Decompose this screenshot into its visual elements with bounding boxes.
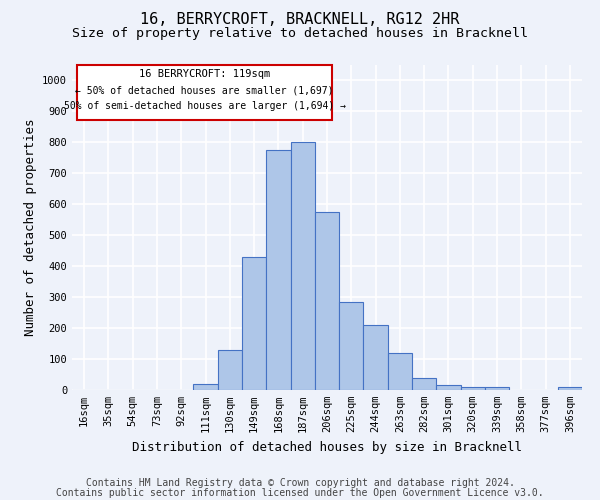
Text: 16 BERRYCROFT: 119sqm: 16 BERRYCROFT: 119sqm [139,69,270,79]
Bar [242,257,266,390]
FancyBboxPatch shape [77,65,332,120]
Bar [193,384,218,390]
Y-axis label: Number of detached properties: Number of detached properties [23,118,37,336]
Bar [436,386,461,390]
Text: Contains public sector information licensed under the Open Government Licence v3: Contains public sector information licen… [56,488,544,498]
Bar [412,378,436,390]
Bar [266,150,290,390]
Text: 16, BERRYCROFT, BRACKNELL, RG12 2HR: 16, BERRYCROFT, BRACKNELL, RG12 2HR [140,12,460,28]
Text: Size of property relative to detached houses in Bracknell: Size of property relative to detached ho… [72,28,528,40]
Bar [218,350,242,390]
Bar [388,353,412,390]
X-axis label: Distribution of detached houses by size in Bracknell: Distribution of detached houses by size … [132,440,522,454]
Bar [315,212,339,390]
Bar [558,387,582,390]
Bar [461,387,485,390]
Bar [339,302,364,390]
Bar [485,387,509,390]
Bar [364,325,388,390]
Bar [290,142,315,390]
Text: Contains HM Land Registry data © Crown copyright and database right 2024.: Contains HM Land Registry data © Crown c… [86,478,514,488]
Text: ← 50% of detached houses are smaller (1,697): ← 50% of detached houses are smaller (1,… [76,85,334,95]
Text: 50% of semi-detached houses are larger (1,694) →: 50% of semi-detached houses are larger (… [64,102,346,112]
